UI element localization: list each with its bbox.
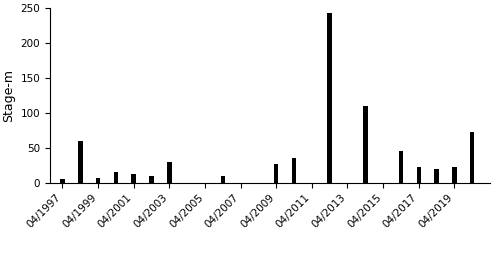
Bar <box>398 151 403 183</box>
Bar <box>150 176 154 183</box>
Bar <box>328 13 332 183</box>
Bar <box>434 169 439 183</box>
Bar <box>167 162 172 183</box>
Bar <box>292 158 296 183</box>
Bar <box>274 164 278 183</box>
Bar <box>60 179 64 183</box>
Bar <box>96 178 100 183</box>
Bar <box>416 167 421 183</box>
Bar <box>114 172 118 183</box>
Bar <box>132 174 136 183</box>
Bar <box>220 176 225 183</box>
Bar <box>470 132 474 183</box>
Bar <box>452 167 456 183</box>
Bar <box>363 106 368 183</box>
Y-axis label: Stage-m: Stage-m <box>2 69 15 122</box>
Bar <box>78 141 82 183</box>
